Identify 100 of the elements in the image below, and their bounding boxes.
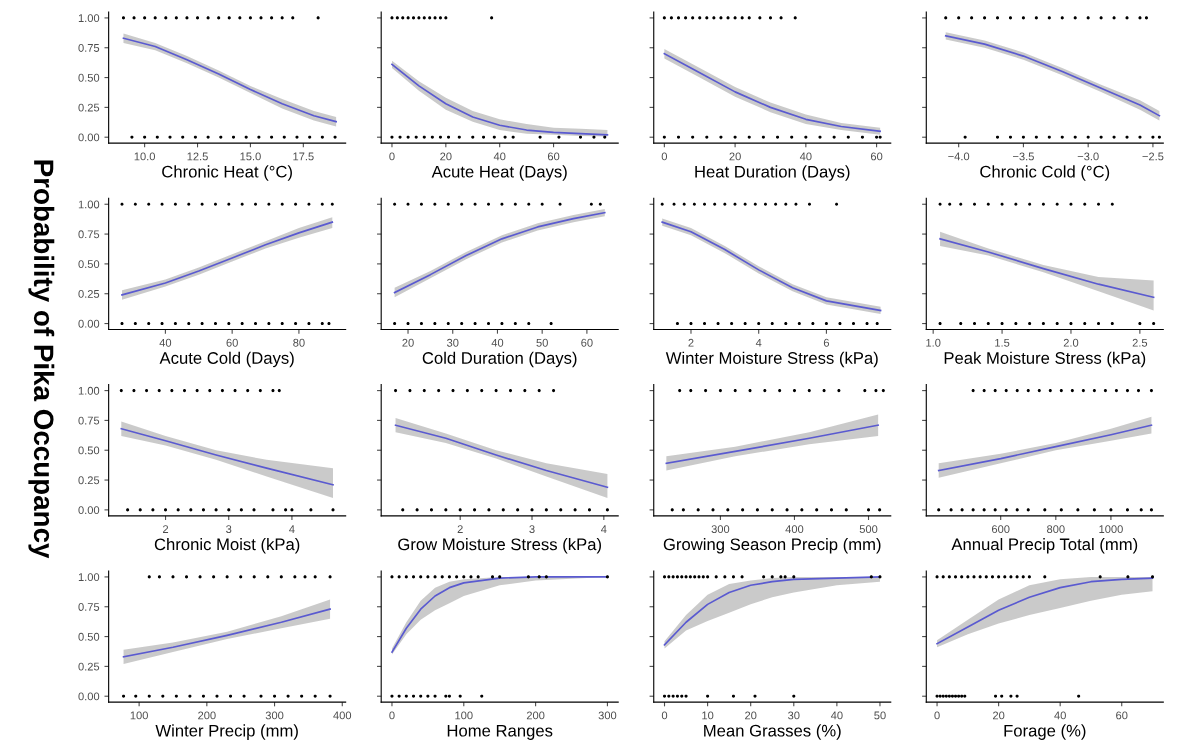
x-axis-title: Winter Moisture Stress (kPa): [665, 351, 878, 368]
x-tick-label: 50: [536, 338, 548, 347]
x-axis-title: Acute Cold (Days): [159, 351, 294, 368]
y-tick-label: 0.25: [78, 662, 100, 671]
x-tick-label: 200: [198, 711, 216, 720]
x-tick-label: 50: [874, 711, 886, 720]
x-tick-label: 600: [991, 525, 1010, 534]
x-tick-label: 40: [491, 338, 504, 347]
x-tick-label: 20: [440, 152, 452, 161]
x-tick-label: 60: [581, 338, 593, 347]
x-tick-label: −3.5: [1013, 152, 1034, 161]
x-tick-label: 100: [455, 711, 473, 720]
x-tick-label: 2: [457, 525, 463, 533]
x-tick-label: 2.5: [1132, 338, 1148, 347]
x-tick-label: 40: [1054, 711, 1066, 720]
x-axis-title: Peak Moisture Stress (kPa): [944, 351, 1146, 368]
x-tick-label: 800: [1047, 525, 1065, 534]
x-tick-label: 40: [799, 152, 812, 161]
y-tick-label: 0.75: [78, 230, 100, 239]
x-tick-label: 60: [870, 152, 883, 161]
x-tick-label: 4: [601, 525, 607, 533]
x-axis-title: Grow Moisture Stress (kPa): [398, 538, 601, 554]
x-axis-title: Annual Precip Total (mm): [951, 538, 1138, 554]
x-tick-label: 12.5: [187, 152, 208, 161]
x-tick-label: 0: [661, 152, 668, 161]
x-axis-title: Forage (%): [1004, 724, 1086, 740]
x-tick-label: 1.0: [926, 338, 941, 347]
y-tick-label: 0.50: [78, 446, 100, 455]
y-tick-label: 1.00: [78, 14, 100, 23]
x-tick-label: 3: [226, 525, 232, 534]
y-tick-label: 0.50: [78, 73, 100, 82]
x-tick-label: 6: [823, 338, 830, 347]
x-tick-label: 300: [711, 525, 730, 534]
x-tick-label: 4: [755, 338, 762, 347]
y-tick-label: 1.00: [78, 573, 100, 582]
x-tick-label: 60: [1116, 711, 1128, 720]
x-tick-label: 500: [859, 525, 878, 534]
x-tick-label: 0: [389, 711, 395, 720]
y-tick-label: 0.00: [78, 692, 100, 701]
x-tick-label: 60: [226, 338, 238, 347]
y-tick-label: 0.75: [78, 44, 100, 52]
x-tick-label: 30: [788, 711, 800, 720]
x-tick-label: 40: [830, 711, 843, 720]
y-axis-title: Probability of Pika Occupancy: [28, 160, 55, 559]
x-axis-title: Home Ranges: [447, 724, 553, 740]
x-tick-label: 20: [402, 338, 414, 347]
y-tick-label: 0.25: [78, 476, 100, 485]
y-tick-label: 0.75: [78, 603, 100, 611]
x-tick-label: 400: [333, 711, 352, 720]
y-tick-label: 0.25: [78, 103, 100, 112]
x-tick-label: 20: [993, 711, 1005, 720]
y-tick-label: 0.25: [78, 289, 100, 298]
x-tick-label: 0: [661, 711, 668, 720]
line-series: [122, 608, 331, 658]
x-axis-title: Mean Grasses (%): [704, 724, 841, 740]
y-tick-label: 1.00: [78, 386, 100, 395]
x-axis-title: Winter Precip (mm): [155, 724, 298, 740]
x-tick-label: 1000: [1099, 525, 1123, 534]
x-tick-label: 10: [702, 711, 714, 720]
x-tick-label: 2: [163, 525, 169, 533]
x-tick-label: 300: [598, 711, 617, 720]
x-axis-title: Acute Heat (Days): [431, 165, 567, 181]
x-tick-label: 100: [130, 711, 148, 720]
y-tick-label: 0.50: [78, 260, 100, 269]
y-tick-label: 0.00: [78, 319, 100, 328]
x-tick-label: 20: [745, 711, 757, 720]
x-axis-title: Chronic Heat (°C): [162, 165, 292, 181]
y-tick-label: 0.75: [78, 416, 100, 425]
x-tick-label: 1.5: [995, 338, 1010, 347]
x-tick-label: −4.0: [948, 152, 970, 161]
x-axis-title: Chronic Moist (kPa): [154, 538, 300, 554]
x-tick-label: 30: [446, 338, 459, 347]
y-tick-label: 1.00: [78, 200, 100, 209]
x-tick-label: 300: [265, 711, 284, 720]
y-tick-label: 0.50: [78, 632, 100, 641]
x-tick-label: 4: [289, 525, 295, 533]
x-tick-label: 0: [934, 711, 940, 720]
x-tick-label: 200: [526, 711, 545, 720]
x-tick-label: 40: [159, 338, 172, 347]
y-tick-label: 0.00: [78, 133, 100, 142]
x-axis-title: Cold Duration (Days): [422, 351, 577, 368]
x-axis-title: Growing Season Precip (mm): [663, 538, 881, 554]
x-tick-label: 0: [389, 152, 395, 161]
y-tick-label: 0.00: [78, 506, 100, 515]
line-series: [120, 427, 334, 486]
x-axis-title: Chronic Cold (°C): [980, 165, 1110, 181]
x-tick-label: 80: [293, 338, 305, 347]
x-tick-label: 10.0: [134, 152, 155, 161]
x-axis-title: Heat Duration (Days): [695, 165, 850, 181]
x-tick-label: 60: [547, 152, 560, 161]
x-tick-label: 15.0: [240, 152, 261, 161]
x-tick-label: −2.5: [1142, 152, 1164, 161]
x-tick-label: 20: [729, 152, 741, 161]
x-tick-label: −3.0: [1077, 152, 1099, 161]
x-tick-label: 400: [785, 525, 804, 534]
x-tick-label: 3: [529, 525, 535, 534]
x-tick-label: 17.5: [293, 152, 314, 161]
x-tick-label: 2.0: [1063, 338, 1079, 347]
x-tick-label: 40: [493, 152, 506, 161]
x-tick-label: 2: [688, 338, 694, 347]
